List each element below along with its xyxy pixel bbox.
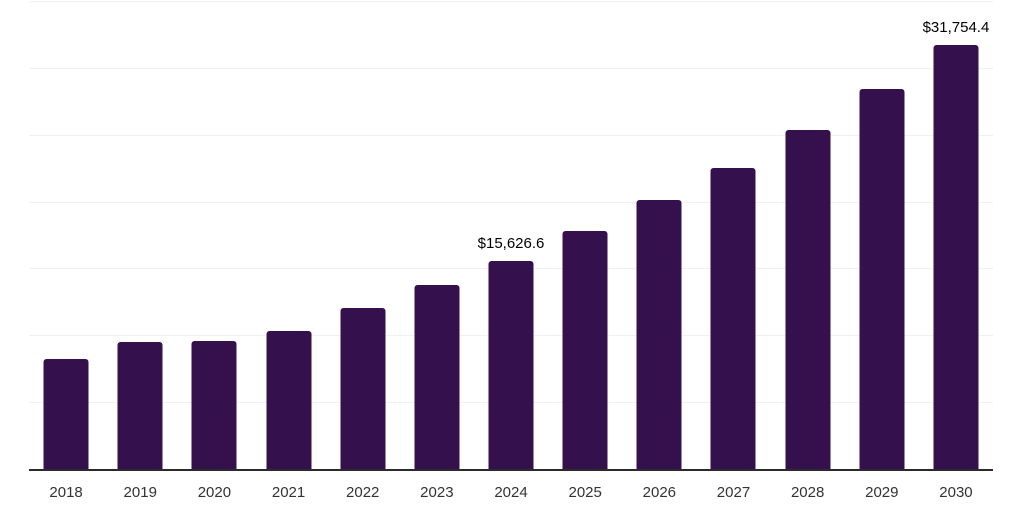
bar-slot-2026 [622,2,696,470]
data-label-2024: $15,626.6 [477,235,545,253]
gridline [29,201,993,203]
bar-slot-2025 [548,2,622,470]
x-tick-label-2024: 2024 [494,484,528,501]
plot-area: $15,626.6 $31,754.4 [29,1,993,471]
x-tick-label-2028: 2028 [790,484,825,501]
bar-2025 [562,230,608,470]
x-tick-label-2029: 2029 [865,484,899,501]
bar-2024 [488,261,534,470]
x-tick-label-2018: 2018 [49,484,83,501]
bar-2021 [266,331,312,470]
x-axis-line [29,469,993,471]
bar-2019 [117,342,163,470]
bar-slot-2023 [400,2,474,470]
bar-2026 [636,200,682,470]
bar-slot-2029 [845,2,919,470]
bar-slot-2030: $31,754.4 [919,2,993,470]
bar-2028 [785,129,831,470]
bar-slot-2018 [29,2,103,470]
x-tick-label-2023: 2023 [420,484,454,501]
bar-slot-2019 [103,2,177,470]
bar-slot-2022 [326,2,400,470]
x-tick-label-2025: 2025 [568,484,602,501]
gridline [29,134,993,136]
bar-2020 [191,340,237,470]
bar-2027 [710,167,756,470]
bar-2018 [43,359,89,470]
bars-container: $15,626.6 $31,754.4 [29,2,993,470]
bar-slot-2020 [177,2,251,470]
bar-2029 [859,89,905,470]
x-tick-label-2030: 2030 [939,484,973,501]
bar-slot-2021 [251,2,325,470]
gridline [29,67,993,69]
data-label-2030: $31,754.4 [922,19,990,37]
x-tick-label-2019: 2019 [123,484,157,501]
bar-slot-2024: $15,626.6 [474,2,548,470]
gridline [29,1,993,2]
bar-2030 [933,45,979,470]
bar-slot-2027 [696,2,770,470]
bar-slot-2028 [771,2,845,470]
bar-2023 [414,285,460,470]
x-tick-label-2026: 2026 [642,484,677,501]
x-tick-label-2027: 2027 [716,484,751,501]
bar-2022 [340,307,386,470]
x-tick-label-2020: 2020 [197,484,232,501]
x-tick-label-2022: 2022 [346,484,380,501]
x-axis-labels: 2018 2019 2020 2021 2022 2023 2024 2025 2026 2027… [29,483,993,503]
x-tick-label-2021: 2021 [271,484,306,501]
